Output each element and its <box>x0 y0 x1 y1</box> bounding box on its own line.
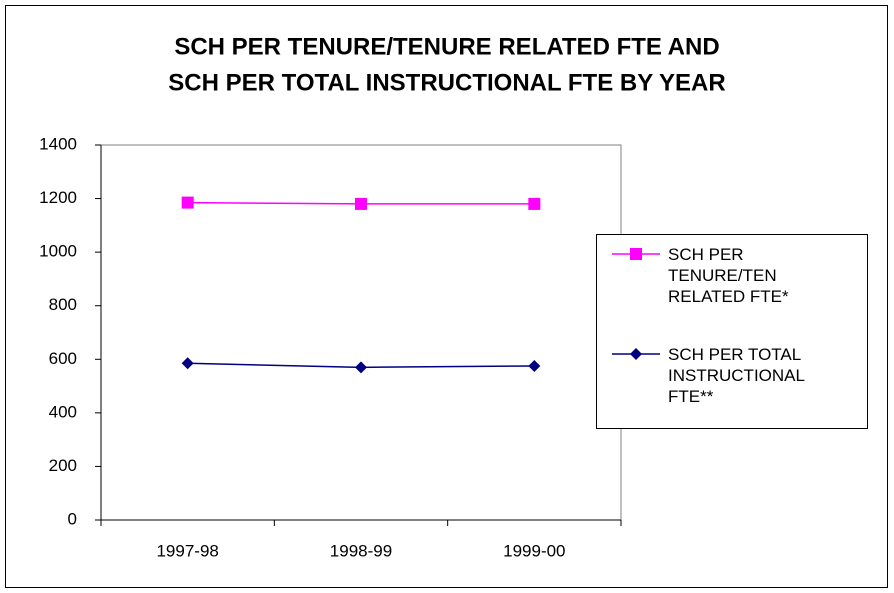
y-tick-label: 1200 <box>39 188 77 207</box>
y-tick-label: 1000 <box>39 242 77 261</box>
y-tick-label: 0 <box>68 509 77 528</box>
y-tick-label: 400 <box>49 402 77 421</box>
chart-title: SCH PER TENURE/TENURE RELATED FTE AND <box>174 33 719 60</box>
marker <box>528 359 541 372</box>
y-tick-label: 200 <box>49 456 77 475</box>
marker <box>528 197 541 210</box>
legend-label: SCH PER TENURE/TEN RELATED FTE* <box>668 245 789 306</box>
marker <box>630 348 642 360</box>
y-tick-label: 600 <box>49 349 77 368</box>
legend-label: SCH PER TOTAL INSTRUCTIONAL FTE** <box>668 345 805 406</box>
marker <box>630 248 642 260</box>
x-tick-label: 1998-99 <box>330 541 392 560</box>
legend-box <box>596 234 868 429</box>
marker <box>355 361 367 374</box>
marker <box>181 196 194 209</box>
x-tick-label: 1999-00 <box>503 541 565 560</box>
marker <box>181 357 194 370</box>
y-tick-label: 800 <box>49 295 77 314</box>
x-tick-label: 1997-98 <box>156 541 218 560</box>
chart-title: SCH PER TOTAL INSTRUCTIONAL FTE BY YEAR <box>168 69 725 96</box>
y-tick-label: 1400 <box>39 134 77 153</box>
marker <box>355 197 367 210</box>
